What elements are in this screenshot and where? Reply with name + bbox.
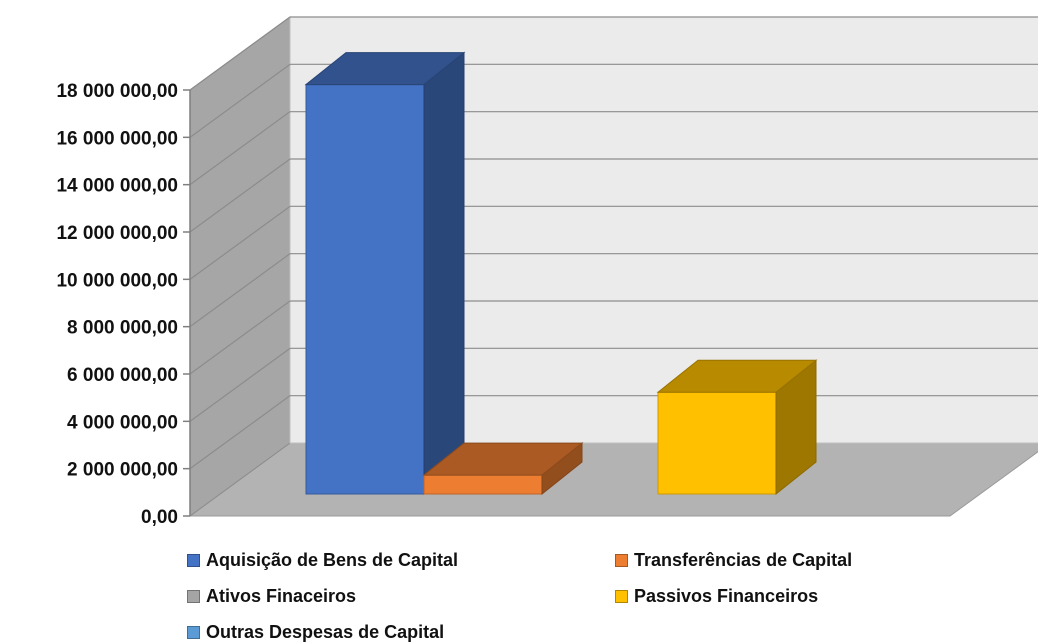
y-tick-label: 0,00	[141, 507, 178, 528]
legend-label: Aquisição de Bens de Capital	[206, 549, 459, 570]
gridline-side	[189, 253, 291, 328]
legend-swatch	[615, 589, 628, 603]
gridline-side	[189, 158, 291, 233]
y-tick-label: 10 000 000,00	[56, 270, 178, 291]
legend-item: Ativos Finaceiros	[187, 584, 356, 608]
legend-swatch	[187, 553, 200, 567]
y-axis-tick-labels: 0,00 2 000 000,00 4 000 000,00 6 000 000,00…	[56, 81, 178, 528]
gridline-side	[189, 347, 291, 422]
bar-2	[422, 442, 584, 496]
legend-label: Ativos Finaceiros	[206, 585, 357, 606]
chart-side-wall	[189, 16, 291, 517]
y-tick-label: 8 000 000,00	[67, 318, 178, 339]
y-tick-label: 6 000 000,00	[67, 365, 178, 386]
gridline-side	[189, 16, 291, 91]
bar-4	[656, 359, 818, 496]
y-tick-label: 2 000 000,00	[67, 460, 178, 481]
bar-top-face	[304, 52, 466, 86]
legend-item: Aquisição de Bens de Capital	[187, 548, 458, 572]
bars	[304, 51, 818, 496]
y-tick-label: 4 000 000,00	[67, 412, 178, 433]
bar-top-face	[422, 442, 584, 476]
legend-item: Transferências de Capital	[615, 548, 852, 572]
y-tick-label: 16 000 000,00	[56, 128, 178, 149]
legend-label: Transferências de Capital	[634, 549, 853, 570]
legend-item: Outras Despesas de Capital	[187, 620, 444, 644]
bar-front-face	[305, 84, 425, 495]
y-tick-label: 14 000 000,00	[56, 176, 178, 197]
bar-front-face	[423, 474, 543, 495]
legend-swatch	[187, 625, 200, 639]
legend-label: Outras Despesas de Capital	[206, 621, 445, 642]
gridline-side	[189, 300, 291, 375]
legend-swatch	[615, 553, 628, 567]
bar-top-face	[656, 359, 818, 393]
gridline-side	[189, 111, 291, 186]
gridline-side	[189, 63, 291, 138]
legend-item: Passivos Financeiros	[615, 584, 818, 608]
bar-side-face	[423, 51, 465, 496]
y-tick-label: 12 000 000,00	[56, 223, 178, 244]
y-tick-label: 18 000 000,00	[56, 81, 178, 102]
legend-label: Passivos Financeiros	[634, 585, 819, 606]
gridline-side	[189, 395, 291, 470]
bar-1	[304, 51, 466, 496]
legend-swatch	[187, 589, 200, 603]
bar-front-face	[657, 391, 777, 495]
gridline-side	[189, 205, 291, 280]
